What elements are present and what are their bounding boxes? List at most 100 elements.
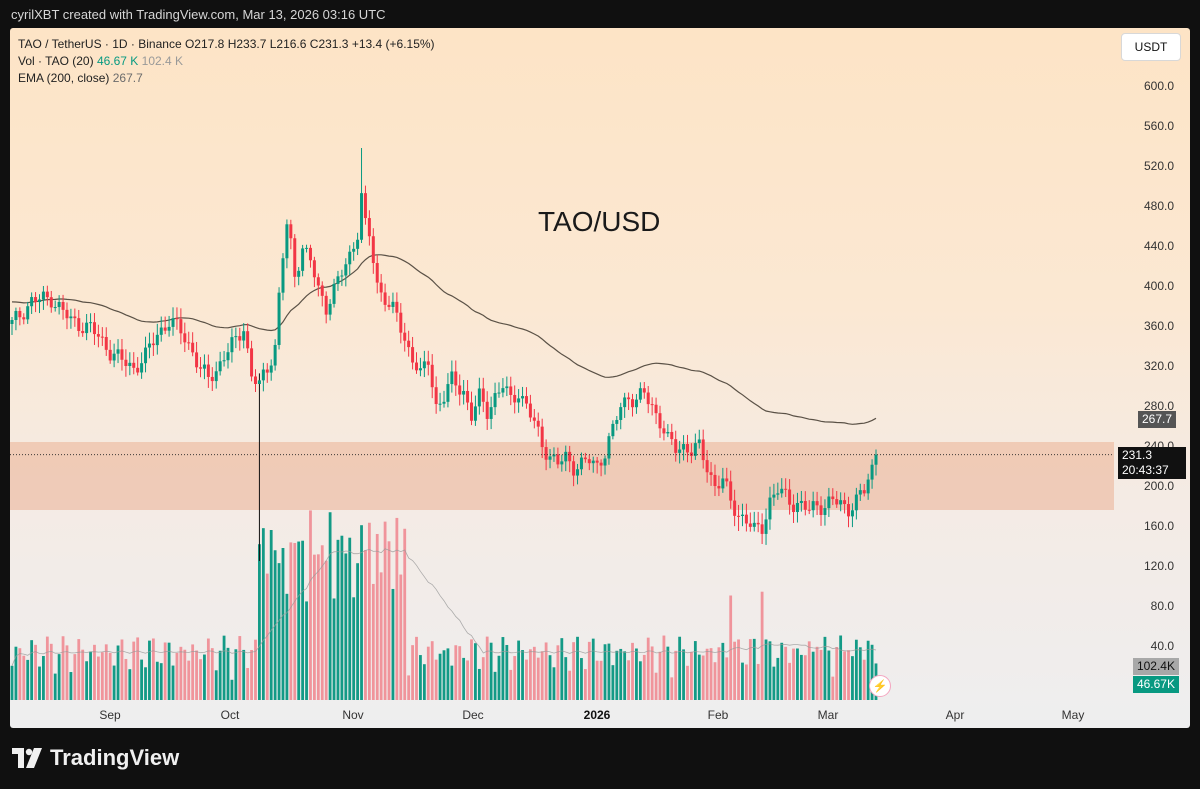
volume-bar	[100, 652, 104, 700]
volume-bar	[108, 652, 112, 700]
legend-high: H233.7	[227, 37, 267, 51]
volume-bar	[269, 530, 273, 700]
candle-body	[858, 490, 862, 495]
volume-bar	[560, 638, 564, 700]
candle-body	[799, 500, 803, 503]
candle-body	[634, 399, 638, 408]
candle-body	[383, 292, 387, 305]
volume-bar	[686, 665, 689, 700]
candle-body	[214, 371, 218, 382]
volume-bar	[752, 638, 756, 700]
volume-bar	[646, 637, 650, 700]
candle-body	[552, 454, 556, 457]
candle-body	[595, 460, 599, 463]
last-price-value: 231.3	[1122, 448, 1153, 462]
candle-body	[375, 263, 379, 283]
volume-bar	[214, 670, 218, 700]
tradingview-logo[interactable]: TradingView	[12, 745, 179, 771]
candle-body	[250, 348, 254, 377]
volume-bar	[163, 642, 167, 700]
volume-bar	[847, 650, 850, 700]
candle-body	[638, 388, 642, 400]
candle-body	[740, 514, 744, 516]
volume-bar	[426, 646, 430, 700]
candle-body	[540, 426, 544, 448]
volume-bar	[854, 639, 858, 700]
volume-bar	[866, 640, 870, 700]
volume-bar	[305, 601, 308, 700]
volume-bar	[45, 636, 49, 700]
volume-bar	[336, 539, 340, 700]
volume-bar	[387, 541, 391, 700]
candle-body	[81, 330, 85, 334]
y-tick-label: 320.0	[1143, 359, 1174, 373]
volume-bar	[583, 669, 587, 700]
candle-body	[132, 362, 136, 368]
volume-bar	[532, 646, 536, 700]
volume-bar	[26, 659, 30, 700]
candle-body	[709, 472, 713, 475]
volume-bar	[462, 657, 466, 700]
candle-body	[843, 500, 847, 505]
legend-ema-row: EMA (200, close) 267.7	[18, 71, 143, 85]
volume-bar	[517, 640, 521, 700]
volume-bar	[132, 641, 136, 700]
volume-bar	[454, 645, 458, 700]
volume-bar	[422, 664, 426, 700]
volume-bar	[434, 659, 438, 700]
volume-bar	[148, 640, 151, 700]
candle-body	[407, 340, 411, 348]
volume-bar	[631, 642, 634, 700]
y-tick-label: 480.0	[1143, 199, 1174, 213]
volume-bar	[678, 636, 682, 700]
candle-body	[426, 361, 430, 365]
volume-bar	[811, 651, 815, 700]
volume-bar	[607, 643, 611, 700]
candle-body	[619, 407, 623, 420]
candle-body	[685, 444, 689, 453]
volume-bar	[89, 651, 92, 700]
candle-body	[587, 459, 591, 464]
volume-bar	[120, 639, 124, 700]
lightning-icon[interactable]: ⚡	[869, 675, 891, 697]
volume-bar	[748, 639, 752, 700]
candle-body	[576, 469, 580, 476]
volume-bar	[250, 649, 253, 700]
legend-change: +13.4 (+6.15%)	[351, 37, 435, 51]
candle-body	[195, 352, 199, 368]
currency-button[interactable]: USDT	[1121, 33, 1181, 61]
candle-body	[92, 322, 96, 335]
candle-body	[564, 451, 568, 462]
volume-bar	[733, 641, 737, 700]
candle-body	[246, 331, 250, 349]
volume-bar	[151, 638, 155, 700]
volume-bar	[819, 649, 823, 700]
candle-body	[112, 353, 116, 361]
candle-body	[744, 514, 748, 524]
candle-body	[340, 275, 344, 277]
price-chart[interactable]	[10, 28, 1190, 728]
volume-bar	[30, 640, 34, 700]
candle-body	[725, 478, 729, 482]
volume-bar	[815, 646, 819, 700]
candle-body	[446, 384, 450, 402]
volume-bar	[776, 657, 780, 700]
volume-bar	[509, 669, 513, 700]
candle-body	[14, 310, 18, 320]
volume-bar	[85, 661, 89, 700]
chart-frame[interactable]: TAO / TetherUS · 1D · Binance O217.8 H23…	[10, 28, 1190, 728]
volume-bar	[709, 648, 713, 700]
volume-bar	[97, 656, 100, 700]
candle-body	[297, 270, 301, 277]
candle-body	[674, 439, 678, 453]
volume-bar	[124, 658, 128, 700]
candle-body	[34, 297, 38, 303]
candle-body	[811, 501, 815, 511]
volume-bar	[210, 648, 214, 700]
volume-bar	[313, 554, 316, 700]
volume-bar	[258, 544, 261, 700]
candle-body	[866, 479, 870, 494]
legend-ema-value: 267.7	[112, 71, 143, 85]
volume-bar	[22, 655, 26, 700]
volume-bar	[364, 550, 367, 700]
